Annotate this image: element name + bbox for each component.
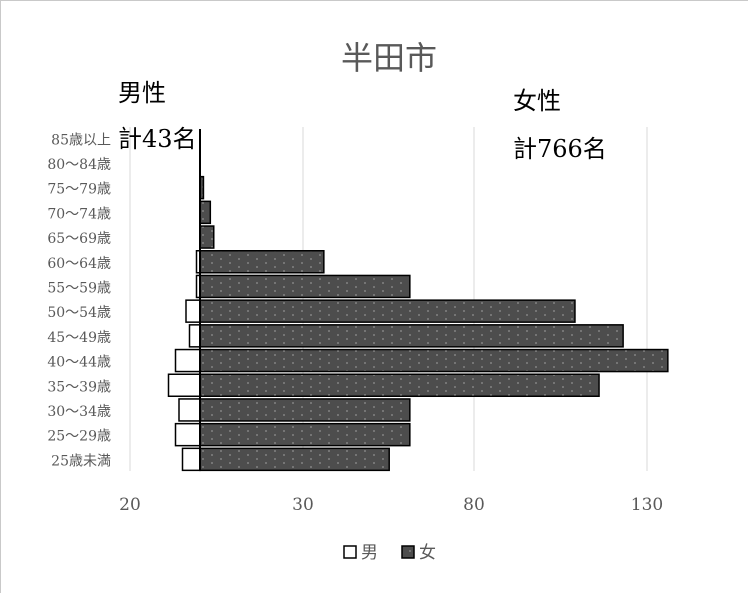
female-bar [199, 274, 411, 299]
male-bar [185, 299, 201, 323]
female-total: 計766名 [513, 135, 607, 163]
category-label: 25～29歳 [47, 429, 111, 445]
category-label: 35～39歳 [47, 379, 111, 395]
female-bar [199, 447, 390, 472]
female-bar [199, 299, 576, 323]
category-label: 25歳未満 [51, 453, 111, 469]
female-bar [199, 348, 669, 373]
category-label: 40～44歳 [47, 355, 111, 371]
female-label: 女性 [513, 87, 561, 115]
male-bar [174, 348, 201, 373]
male-bar [181, 447, 201, 472]
category-label: 75～79歳 [47, 182, 111, 198]
chart-title: 半田市 [341, 39, 437, 77]
category-label: 50～54歳 [47, 305, 111, 321]
category-label: 45～49歳 [47, 330, 111, 346]
male-bar [178, 398, 201, 422]
female-bar [199, 398, 411, 422]
female-bar [199, 250, 325, 274]
x-tick-labels: 20 30 80 130 [119, 495, 663, 515]
x-tick-label: 80 [463, 495, 485, 515]
category-label: 85歳以上 [51, 132, 111, 148]
category-label: 30～34歳 [47, 404, 111, 420]
legend-label-female: 女 [419, 543, 436, 563]
male-bar [174, 422, 201, 447]
bars [167, 175, 669, 472]
category-label: 80～84歳 [47, 157, 111, 173]
legend-swatch-female [401, 545, 415, 559]
female-bar [199, 373, 600, 397]
male-bar [167, 373, 201, 397]
legend: 男女 [343, 543, 436, 563]
category-label: 60～64歳 [47, 256, 111, 272]
male-total: 計43名 [118, 125, 197, 153]
category-label: 70～74歳 [47, 206, 111, 222]
male-label: 男性 [118, 79, 166, 107]
category-label: 55～59歳 [47, 280, 111, 296]
category-labels: 25歳未満 25～29歳 30～34歳 35～39歳 40～44歳 45～49歳 50～54… [47, 132, 111, 469]
x-tick-label: 130 [631, 495, 663, 515]
female-bar [199, 324, 624, 348]
male-bar [188, 324, 201, 348]
x-tick-label: 20 [119, 495, 141, 515]
category-label: 65～69歳 [47, 231, 111, 247]
legend-swatch-male [343, 545, 357, 559]
female-bar [199, 200, 212, 225]
female-bar [199, 225, 215, 249]
legend-label-male: 男 [361, 543, 378, 563]
female-bar [199, 422, 411, 447]
x-tick-label: 30 [292, 495, 314, 515]
